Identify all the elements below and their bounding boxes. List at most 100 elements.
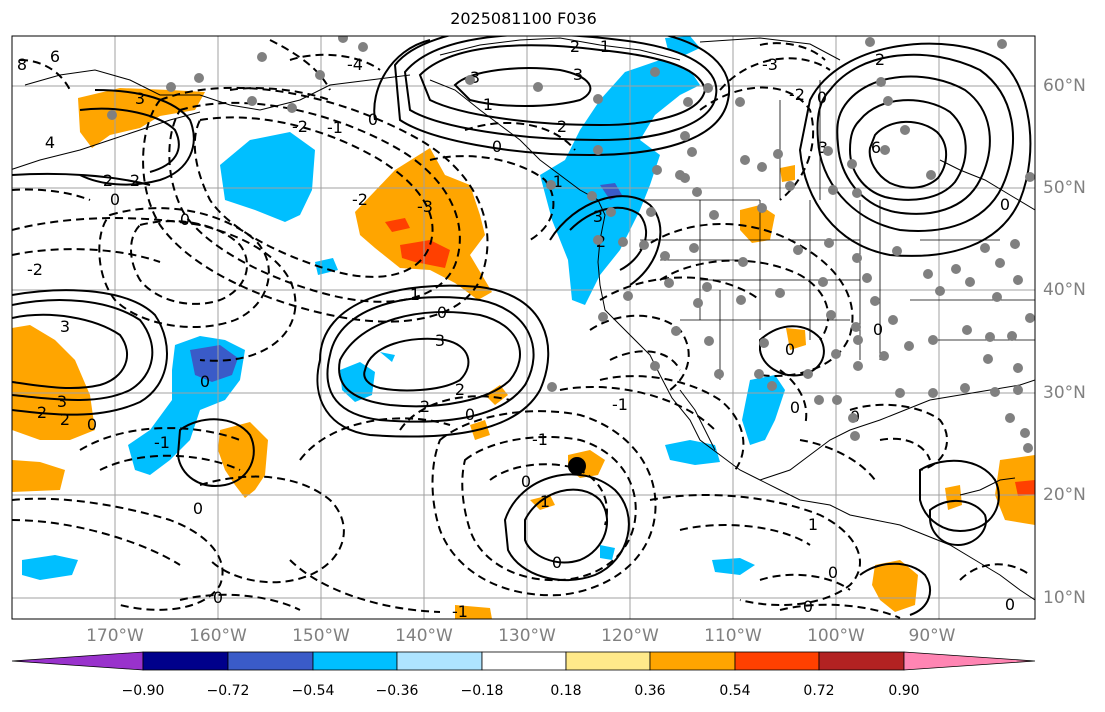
lon-tick-label: 110°W	[704, 626, 762, 646]
contour-label: -4	[347, 55, 363, 74]
contour-label: 6	[871, 138, 881, 157]
colorbar-segment	[227, 651, 314, 671]
contour-label: 2	[455, 380, 465, 399]
contour-label: 0	[803, 597, 813, 616]
colorbar-segment	[142, 651, 229, 671]
contour-label: 1	[600, 37, 610, 56]
contour-label: 1	[483, 95, 493, 114]
contour-label: 0	[213, 588, 223, 607]
contour-label: 0	[193, 499, 203, 518]
contour-label: -3	[762, 55, 778, 74]
contour-label: 0	[110, 190, 120, 209]
highlight-marker	[568, 457, 586, 475]
dashed-contours	[12, 39, 1031, 619]
contour-label: 0	[828, 563, 838, 582]
contour-label: 0	[465, 405, 475, 424]
colorbar-tick-label: 0.90	[888, 683, 920, 699]
lon-tick-label: 150°W	[292, 626, 350, 646]
contour-label: 2	[130, 171, 140, 190]
contour-label: 0	[1005, 595, 1015, 614]
contour-label: 2	[557, 117, 567, 136]
colorbar-tick-label: 0.18	[550, 683, 582, 699]
colorbar-extend-right	[903, 651, 1036, 671]
colorbar-segment	[565, 651, 651, 671]
contour-label: 0	[87, 415, 97, 434]
contour-label: 4	[45, 133, 55, 152]
contour-labels: 8 6 4 2 2 0 3 -2 -1 0 -4 -2 -3 0 -2 3 3 …	[17, 37, 1015, 621]
colorbar-extend-left	[11, 651, 144, 671]
contour-label: 0	[368, 110, 378, 129]
lat-tick-label: 40°N	[1043, 280, 1086, 300]
contour-label: 1	[808, 515, 818, 534]
colorbar-tick-label: −0.36	[375, 683, 419, 699]
contour-label: 2	[875, 50, 885, 69]
contour-label: -2	[352, 190, 368, 209]
contour-label: 0	[790, 398, 800, 417]
colorbar-segment	[481, 651, 567, 671]
negative-anomaly-regions	[22, 36, 785, 580]
contour-label: 2	[420, 397, 430, 416]
contour-label: 3	[435, 331, 445, 350]
contour-label: 3	[593, 207, 603, 226]
contour-label: -1	[154, 433, 170, 452]
contour-label: 0	[785, 340, 795, 359]
lat-tick-label: 30°N	[1043, 383, 1086, 403]
contour-label: -3	[417, 197, 433, 216]
contour-label: 0	[873, 320, 883, 339]
contour-label: 6	[50, 47, 60, 66]
contour-label: -1	[327, 118, 343, 137]
contour-label: -1	[612, 395, 628, 414]
lon-tick-label: 120°W	[601, 626, 659, 646]
lat-tick-label: 20°N	[1043, 485, 1086, 505]
lon-tick-label: 140°W	[395, 626, 453, 646]
lon-tick-label: 90°W	[908, 626, 956, 646]
lon-tick-label: 170°W	[86, 626, 144, 646]
lon-tick-label: 100°W	[807, 626, 865, 646]
colorbar-segment	[818, 651, 905, 671]
colorbar-tick-label: −0.54	[291, 683, 335, 699]
contour-label: 3	[60, 317, 70, 336]
colorbar-tick-label: 0.36	[634, 683, 666, 699]
contour-label: 2	[570, 37, 580, 56]
contour-label: 0	[437, 303, 447, 322]
solid-contours	[12, 36, 1032, 616]
contour-label: 3	[470, 68, 480, 87]
lon-tick-label: 160°W	[189, 626, 247, 646]
contour-label: 2	[37, 403, 47, 422]
contour-label: 3	[135, 89, 145, 108]
contour-label: 3	[57, 392, 67, 411]
contour-label: 1	[540, 492, 550, 511]
contour-label: -1	[532, 430, 548, 449]
contour-label: 8	[17, 55, 27, 74]
colorbar	[11, 651, 1036, 671]
contour-label: -2	[27, 260, 43, 279]
coastlines	[12, 37, 1035, 601]
contour-label: 0	[180, 210, 190, 229]
colorbar-segment	[734, 651, 820, 671]
colorbar-tick-label: 0.72	[803, 683, 835, 699]
lat-tick-label: 10°N	[1043, 588, 1086, 608]
lat-tick-label: 50°N	[1043, 178, 1086, 198]
colorbar-tick-label: −0.72	[206, 683, 250, 699]
colorbar-tick-label: 0.54	[719, 683, 751, 699]
map-title: 2025081100 F036	[450, 9, 597, 28]
colorbar-segment	[649, 651, 736, 671]
contour-label: -1	[452, 602, 468, 621]
colorbar-tick-label: −0.90	[121, 683, 165, 699]
state-borders	[640, 80, 1035, 380]
contour-label: 2	[60, 410, 70, 429]
colorbar-segment	[396, 651, 483, 671]
lat-tick-label: 60°N	[1043, 76, 1086, 96]
lon-tick-label: 130°W	[498, 626, 556, 646]
contour-label: 0	[1000, 195, 1010, 214]
colorbar-segment	[312, 651, 398, 671]
contour-label: -2	[292, 117, 308, 136]
contour-label: 3	[573, 65, 583, 84]
colorbar-tick-label: −0.18	[460, 683, 504, 699]
contour-label: 2	[103, 171, 113, 190]
station-markers	[107, 36, 1035, 453]
contour-label: 0	[492, 137, 502, 156]
contour-label: 0	[817, 88, 827, 107]
contour-label: 0	[521, 472, 531, 491]
